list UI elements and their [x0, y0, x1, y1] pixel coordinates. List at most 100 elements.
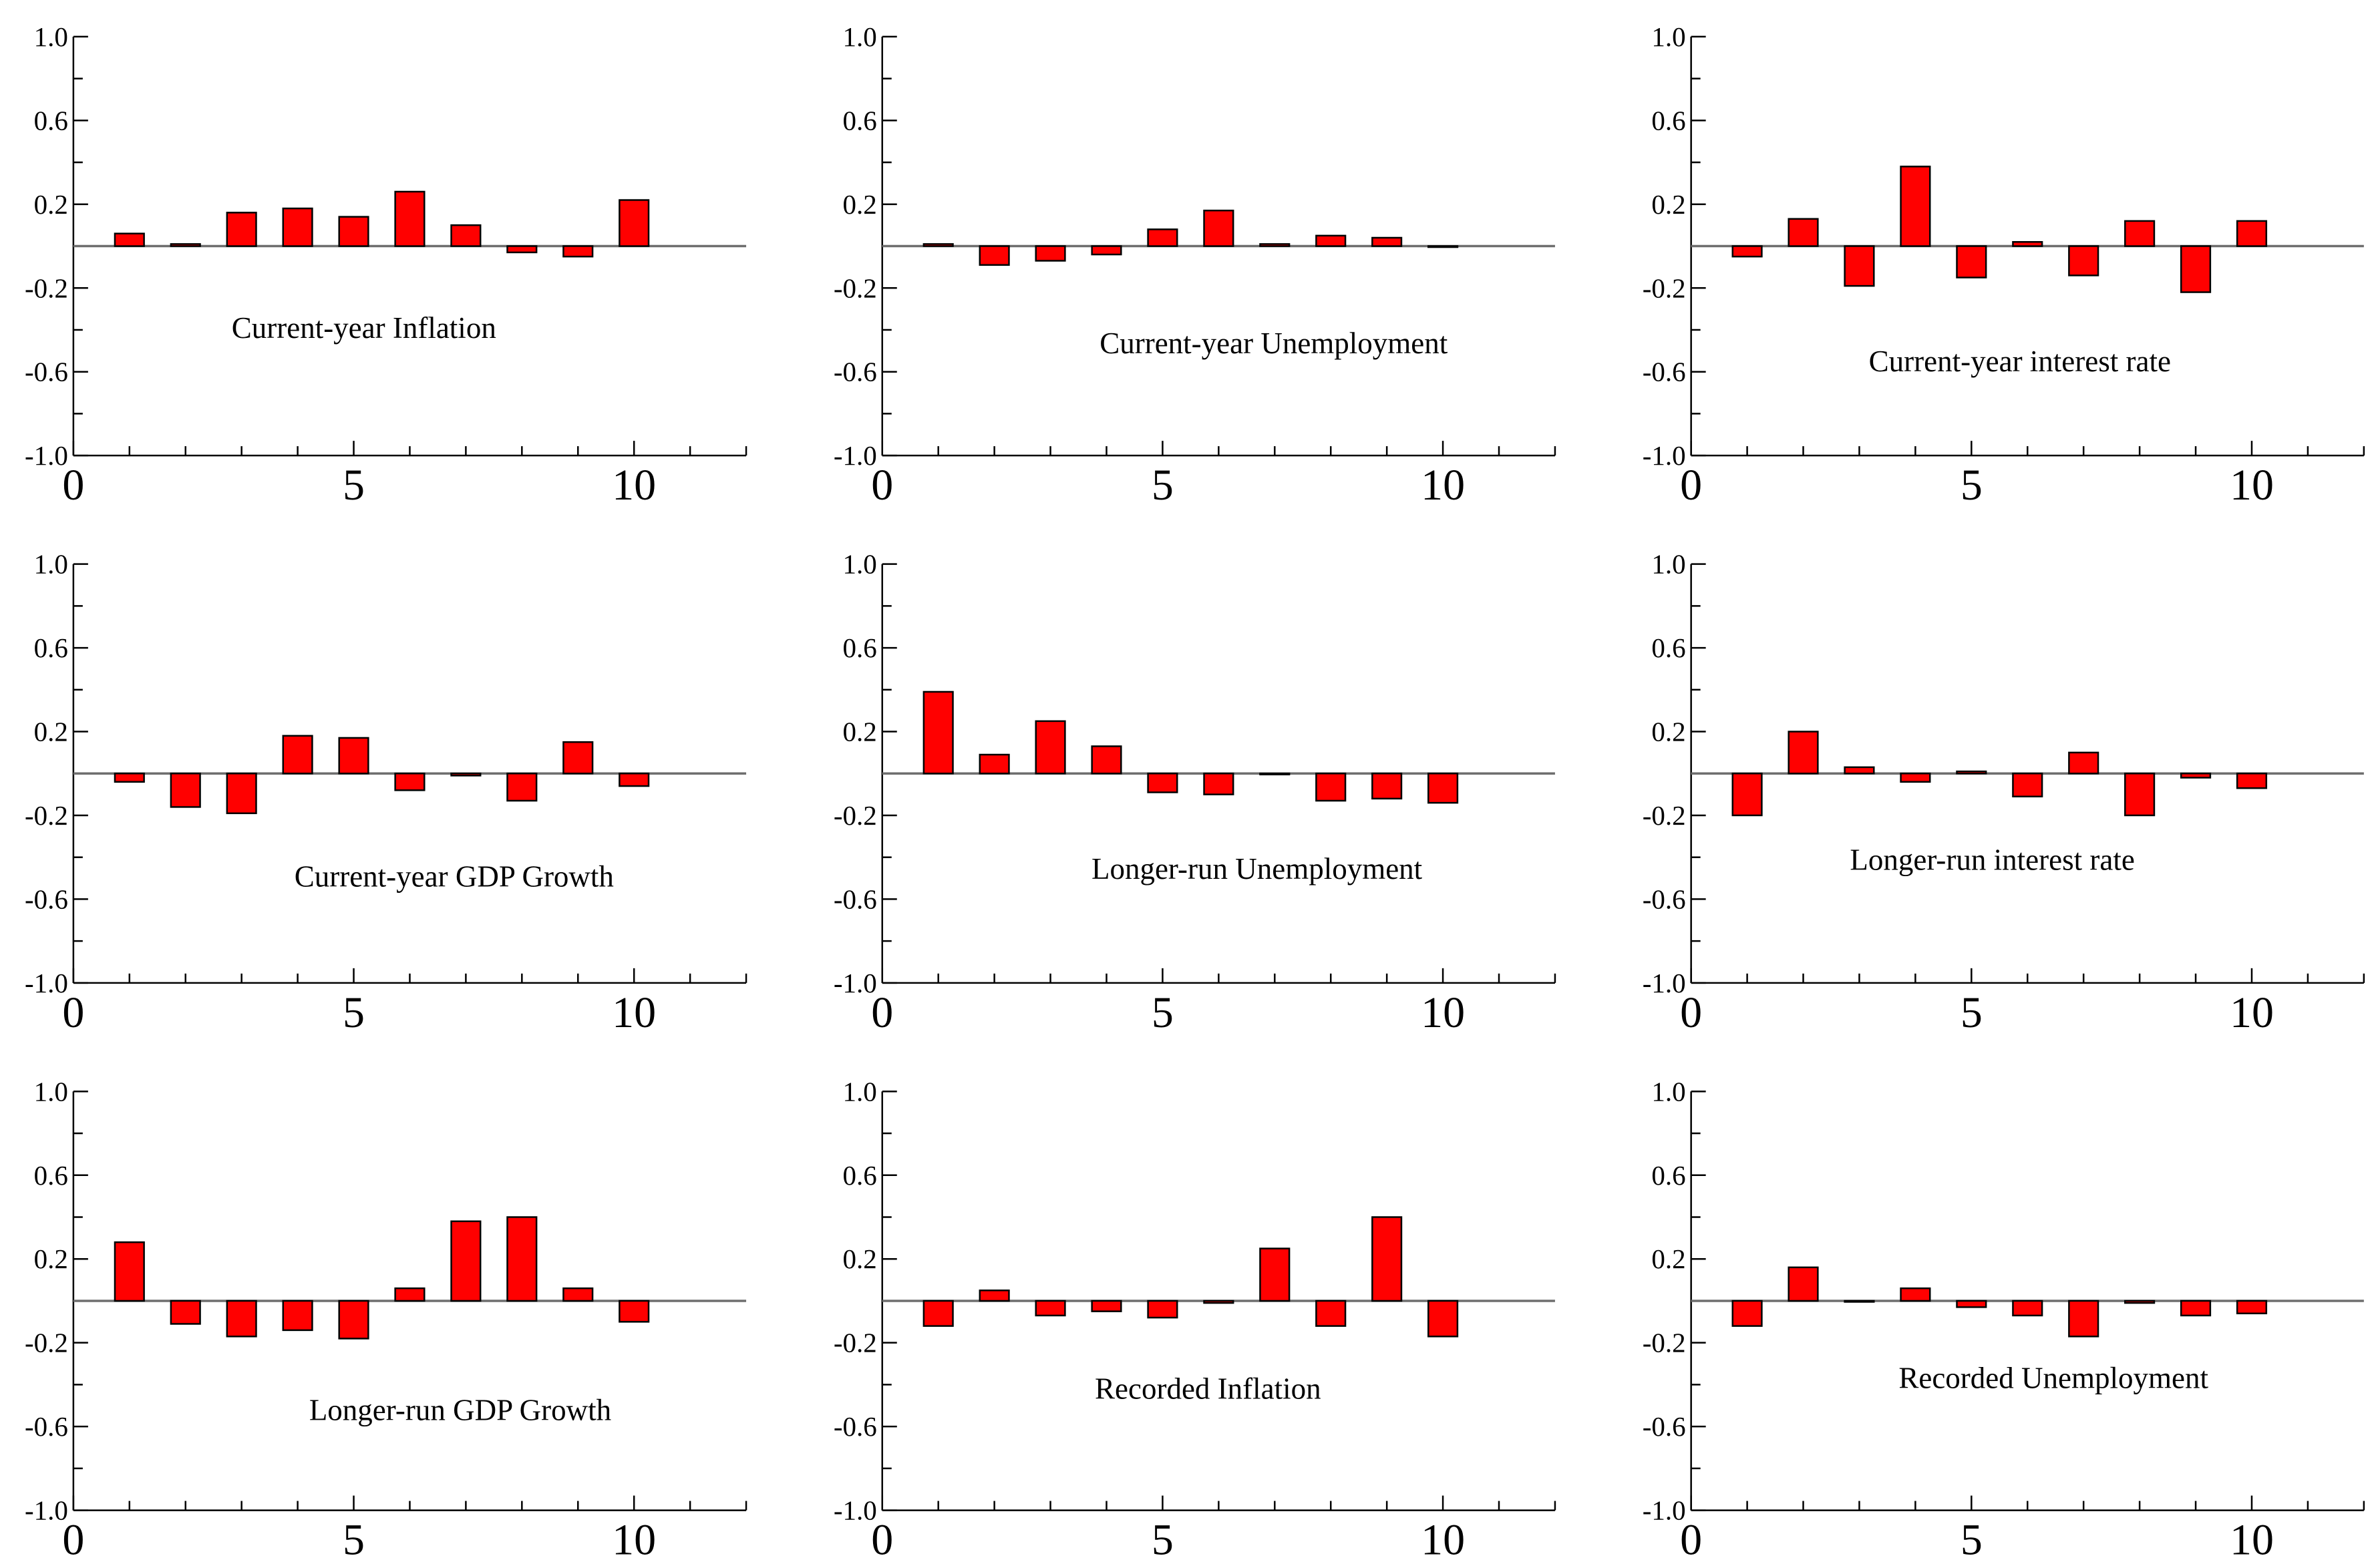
- bar: [338, 216, 369, 247]
- panel-5: 1.0 0.6 0.2 -0.2 -0.6 -1.00 5 10 Longer-run Unem…: [834, 549, 1556, 1037]
- bar: [1900, 1287, 1931, 1302]
- y-tick-label: -1.0: [25, 440, 68, 471]
- bar: [2236, 220, 2268, 247]
- y-tick-label: 1.0: [843, 549, 877, 580]
- y-tick-label: 0.2: [843, 717, 877, 747]
- y-tick-label: -0.2: [25, 272, 68, 303]
- bar: [1788, 218, 1819, 247]
- bar: [1788, 731, 1819, 775]
- y-tick-label: 1.0: [34, 1076, 68, 1107]
- panel-9: 1.0 0.6 0.2 -0.2 -0.6 -1.00 5 10 Recorded Unempl…: [1643, 1076, 2365, 1565]
- y-tick-label: -1.0: [1643, 1495, 1686, 1526]
- bar: [1091, 1300, 1122, 1312]
- bar: [450, 773, 482, 777]
- bar: [170, 1300, 201, 1325]
- bar: [282, 207, 313, 247]
- panel-4: 1.0 0.6 0.2 -0.2 -0.6 -1.00 5 10 Current-year GD…: [25, 549, 747, 1037]
- bar: [562, 1287, 594, 1302]
- bar: [506, 245, 538, 254]
- bar: [1035, 720, 1066, 775]
- bar: [1315, 773, 1347, 802]
- bar: [2236, 1300, 2268, 1315]
- x-tick-label: 0: [871, 988, 893, 1037]
- bar: [1259, 773, 1291, 776]
- x-tick-label: 10: [1421, 1516, 1465, 1565]
- bar: [338, 737, 369, 775]
- bar: [1203, 1300, 1234, 1304]
- y-tick-label: 0.6: [1651, 1160, 1685, 1191]
- panel-title: Current-year GDP Growth: [295, 860, 614, 894]
- bar: [1147, 228, 1178, 247]
- y-tick-label: -0.6: [1643, 1411, 1686, 1442]
- x-tick-label: 5: [1152, 988, 1174, 1037]
- panel-title: Current-year Inflation: [232, 311, 496, 345]
- x-tick-label: 5: [343, 1516, 365, 1565]
- bar: [1315, 234, 1347, 247]
- y-tick-label: -1.0: [834, 968, 877, 998]
- y-tick-label: 0.6: [843, 1160, 877, 1191]
- bar: [506, 773, 538, 802]
- bar: [226, 773, 257, 815]
- x-tick-label: 5: [1961, 1516, 1983, 1565]
- bar: [2012, 773, 2043, 797]
- x-tick-label: 5: [1961, 988, 1983, 1037]
- panel-8: 1.0 0.6 0.2 -0.2 -0.6 -1.00 5 10 Recorded Inflat…: [834, 1076, 1556, 1565]
- y-tick-label: 1.0: [1651, 21, 1685, 52]
- y-tick-label: -0.2: [834, 272, 877, 303]
- bar: [338, 1300, 369, 1340]
- panel-title: Recorded Inflation: [1095, 1372, 1321, 1405]
- bar: [979, 753, 1010, 775]
- panel-title: Current-year Unemployment: [1099, 327, 1448, 360]
- bar: [1147, 773, 1178, 793]
- x-tick-label: 5: [1152, 461, 1174, 510]
- y-tick-label: 0.2: [1651, 189, 1685, 220]
- bar: [1427, 773, 1459, 804]
- y-tick-label: -1.0: [25, 1495, 68, 1526]
- bar: [226, 212, 257, 247]
- x-tick-label: 5: [1152, 1516, 1174, 1565]
- y-tick-label: 0.6: [34, 1160, 68, 1191]
- bar: [394, 773, 426, 791]
- x-tick-label: 5: [343, 988, 365, 1037]
- x-tick-label: 0: [62, 1516, 84, 1565]
- y-tick-label: -0.6: [25, 357, 68, 387]
- bar: [1427, 1300, 1459, 1338]
- bar: [114, 773, 145, 783]
- y-tick-label: 0.6: [1651, 105, 1685, 136]
- bar: [450, 1220, 482, 1302]
- x-tick-label: 10: [1421, 461, 1465, 510]
- x-tick-label: 5: [1961, 461, 1983, 510]
- bar: [2180, 245, 2212, 293]
- bar: [619, 199, 650, 247]
- bar: [2012, 1300, 2043, 1317]
- y-tick-label: 0.6: [843, 105, 877, 136]
- bar: [2236, 773, 2268, 789]
- y-tick-label: -0.6: [834, 357, 877, 387]
- bar: [922, 691, 954, 775]
- x-tick-label: 0: [62, 461, 84, 510]
- y-tick-label: -0.2: [834, 1328, 877, 1358]
- bar: [1091, 745, 1122, 775]
- bar: [1371, 1216, 1403, 1302]
- bar: [1091, 245, 1122, 256]
- bar: [1844, 245, 1875, 287]
- bar: [979, 245, 1010, 266]
- y-tick-label: 0.2: [34, 1243, 68, 1274]
- y-tick-label: 0.2: [1651, 717, 1685, 747]
- bar: [2068, 245, 2099, 276]
- bar: [1427, 245, 1459, 248]
- y-tick-label: 0.6: [34, 105, 68, 136]
- panel-6: 1.0 0.6 0.2 -0.2 -0.6 -1.00 5 10 Longer-run inte…: [1643, 549, 2365, 1037]
- bar: [226, 1300, 257, 1338]
- bar: [1259, 1247, 1291, 1302]
- y-tick-label: -0.2: [1643, 800, 1686, 831]
- x-tick-label: 5: [343, 461, 365, 510]
- y-tick-label: -0.6: [1643, 884, 1686, 914]
- y-tick-label: -0.2: [1643, 272, 1686, 303]
- x-tick-label: 10: [612, 988, 656, 1037]
- bar: [1203, 773, 1234, 795]
- bar: [619, 773, 650, 787]
- bar: [394, 190, 426, 247]
- y-tick-label: -0.6: [1643, 357, 1686, 387]
